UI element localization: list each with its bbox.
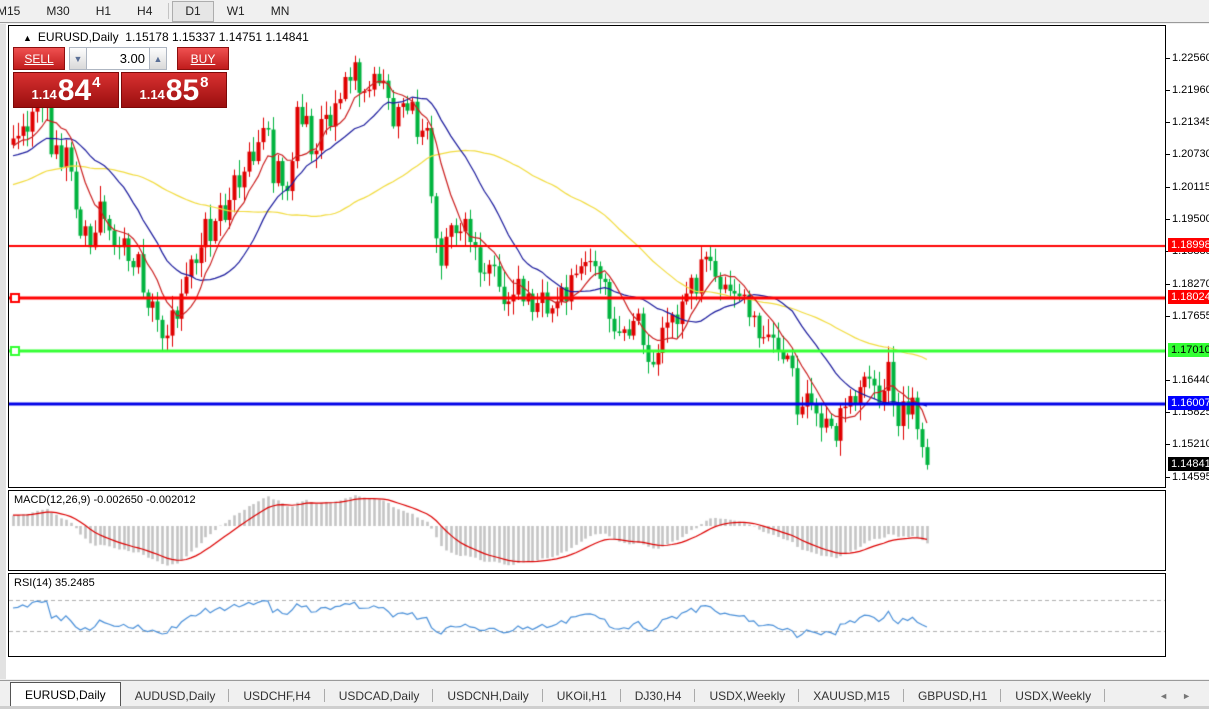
spin-up-icon: ▲: [153, 53, 163, 64]
price-axis-label: 1.22560: [1166, 52, 1209, 64]
price-chart-pane[interactable]: ▲ EURUSD,Daily 1.15178 1.15337 1.14751 1.…: [8, 25, 1166, 488]
timeframe-d1-button[interactable]: D1: [172, 0, 214, 22]
price-badge: 1.17010: [1168, 342, 1209, 357]
timeframe-w1-button[interactable]: W1: [226, 4, 245, 18]
price-axis-label: 1.20115: [1166, 180, 1209, 193]
chart-tab-usdx-weekly[interactable]: USDX,Weekly: [695, 685, 800, 706]
price-axis-label: 1.19500: [1166, 213, 1209, 225]
price-axis-label: 1.15210: [1166, 438, 1209, 450]
macd-indicator-pane[interactable]: MACD(12,26,9) -0.002650 -0.002012: [8, 490, 1166, 571]
price-badge: 1.18998: [1168, 238, 1209, 253]
chart-tab-usdcad-daily[interactable]: USDCAD,Daily: [325, 685, 434, 706]
price-badge: 1.16007: [1168, 395, 1209, 410]
chart-tab-eurusd-daily[interactable]: EURUSD,Daily: [10, 682, 121, 706]
chart-tab-usdchf-h4[interactable]: USDCHF,H4: [229, 685, 326, 706]
chart-window: ▲ EURUSD,Daily 1.15178 1.15337 1.14751 1.…: [0, 24, 1209, 700]
buy-price-display[interactable]: 1.14 85 8: [121, 72, 227, 108]
price-badge: 1.18024: [1168, 289, 1209, 304]
chart-tab-dj30-h4[interactable]: DJ30,H4: [621, 685, 696, 706]
chart-tab-usdx-weekly[interactable]: USDX,Weekly: [1001, 685, 1105, 706]
rsi-chart-canvas[interactable]: [9, 574, 1165, 656]
collapse-triangle-icon: ▲: [23, 33, 32, 43]
price-axis-label: 1.16440: [1166, 374, 1209, 386]
rsi-indicator-pane[interactable]: RSI(14) 35.2485: [8, 573, 1166, 657]
price-axis-label: 1.20730: [1166, 148, 1209, 160]
chart-tab-xauusd-m15[interactable]: XAUUSD,M15: [799, 685, 904, 706]
chart-tab-bar: EURUSD,Daily AUDUSD,Daily USDCHF,H4 USDCAD,…: [0, 680, 1209, 706]
price-axis-label: 1.21345: [1166, 116, 1209, 128]
timeframe-mn-button[interactable]: MN: [270, 4, 290, 18]
rsi-label: RSI(14) 35.2485: [14, 577, 95, 589]
sell-price-big: 84: [57, 74, 92, 107]
sell-price-prefix: 1.14: [31, 87, 57, 102]
sell-button[interactable]: SELL: [13, 47, 65, 70]
chart-symbol-label: EURUSD,Daily: [37, 30, 119, 44]
chart-tab-gbpusd-h1[interactable]: GBPUSD,H1: [904, 685, 1002, 706]
chart-tab-ukoil-h1[interactable]: UKOil,H1: [543, 685, 621, 706]
tab-scroll-arrows: ◄ ►: [1159, 691, 1209, 706]
status-strip: [0, 706, 1209, 709]
price-axis-label: 1.17655: [1166, 310, 1209, 322]
sell-price-pip: 4: [92, 74, 101, 91]
chart-tab-audusd-daily[interactable]: AUDUSD,Daily: [121, 685, 230, 706]
buy-price-prefix: 1.14: [139, 87, 165, 102]
chart-ohlc-values: 1.15178 1.15337 1.14751 1.14841: [125, 30, 309, 44]
toolbar-separator: [168, 3, 170, 19]
volume-decrease-button[interactable]: ▼: [69, 47, 87, 70]
volume-increase-button[interactable]: ▲: [149, 47, 167, 70]
sell-price-display[interactable]: 1.14 84 4: [13, 72, 119, 108]
timeframe-h4-button[interactable]: H4: [137, 4, 153, 18]
price-axis-label: 1.14595: [1166, 471, 1209, 483]
buy-price-big: 85: [165, 74, 200, 107]
tab-scroll-left-icon[interactable]: ◄: [1159, 691, 1169, 701]
macd-chart-canvas[interactable]: [9, 491, 1165, 570]
chart-tabs: EURUSD,Daily AUDUSD,Daily USDCHF,H4 USDCAD,…: [0, 680, 1159, 706]
buy-button[interactable]: BUY: [177, 47, 229, 70]
volume-input[interactable]: [87, 47, 149, 70]
timeframe-toolbar: M15 M30 H1 H4 D1 W1 MN: [0, 0, 1209, 23]
tab-scroll-right-icon[interactable]: ►: [1182, 691, 1191, 701]
price-badge: 1.14841: [1168, 456, 1209, 471]
timeframe-m30-button[interactable]: M30: [46, 4, 70, 18]
timeframe-h1-button[interactable]: H1: [95, 4, 112, 18]
price-axis-label: 1.21960: [1166, 84, 1209, 96]
chart-tab-usdcnh-daily[interactable]: USDCNH,Daily: [433, 685, 544, 706]
timeframe-m15-button[interactable]: M15: [0, 4, 21, 18]
price-axis-label: 1.18270: [1166, 278, 1209, 290]
chart-title: ▲ EURUSD,Daily 1.15178 1.15337 1.14751 1.…: [23, 30, 309, 44]
macd-label: MACD(12,26,9) -0.002650 -0.002012: [14, 494, 196, 506]
price-axis[interactable]: 1.22560 1.21960 1.21345 1.20730 1.20115 1.195…: [1166, 24, 1209, 664]
one-click-trade-panel: SELL ▼ ▲ BUY 1.14 84 4 1.14: [13, 47, 231, 108]
spin-down-icon: ▼: [73, 53, 83, 64]
buy-price-pip: 8: [200, 74, 209, 91]
